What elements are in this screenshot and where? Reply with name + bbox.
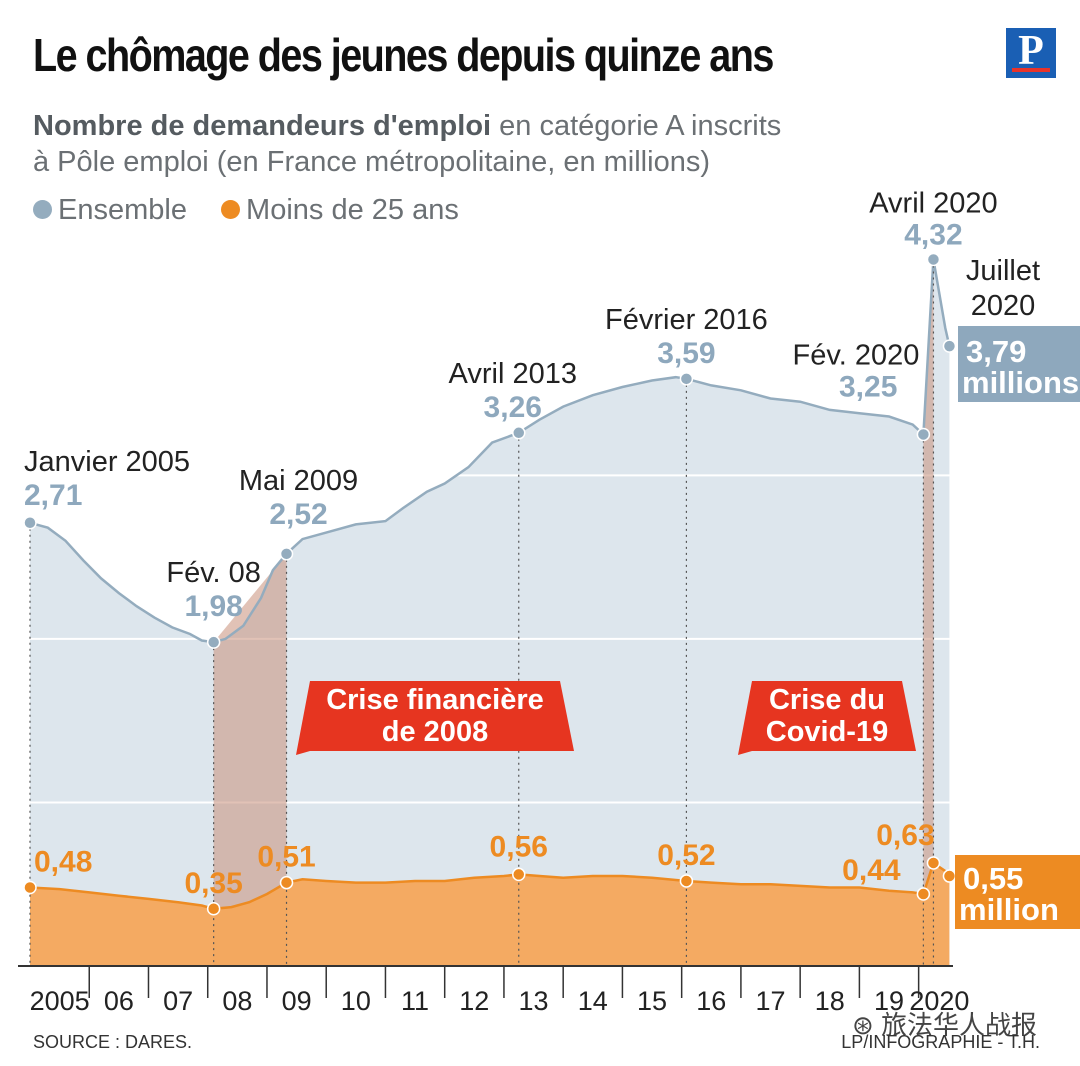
- x-tick-label-18: 18: [815, 986, 845, 1016]
- annotation-value-moins-de-25-ans-0-52: 0,52: [657, 839, 715, 872]
- annotation-label-2020: 2020: [971, 290, 1036, 322]
- subtitle-bold: Nombre de demandeurs d'emploi: [33, 110, 492, 142]
- x-tick-label-17: 17: [756, 986, 786, 1016]
- x-tick-label-14: 14: [578, 986, 608, 1016]
- annotation-label-f-vrier-2016: Février 2016: [605, 304, 768, 336]
- crisis-badge-covid-line-2: Covid-19: [766, 716, 888, 748]
- point-ensemble-2020-08: [916, 427, 931, 442]
- x-tick-label-06: 06: [104, 986, 134, 1016]
- point-moins-de-25-ans-2020-08: [916, 887, 931, 901]
- x-tick-label-2005: 2005: [30, 986, 90, 1016]
- jeunes-area: [30, 863, 950, 966]
- annotation-label-f-v-2020: Fév. 2020: [793, 339, 920, 371]
- annotation-value-moins-de-25-ans-0-44: 0,44: [842, 854, 901, 887]
- crisis-badge-2008-bg: [296, 681, 574, 755]
- point-moins-de-25-ans-2005: [23, 880, 37, 895]
- logo-letter: P: [1018, 28, 1044, 74]
- annotation-value-moins-de-25-ans-0-35: 0,35: [184, 867, 242, 900]
- legend-dot-jeunes: [221, 199, 241, 219]
- point-moins-de-25-ans-2016-08: [679, 874, 694, 888]
- point-ensemble-2016-08: [679, 372, 694, 386]
- annotation-value-ensemble-4-32: 4,32: [904, 218, 962, 251]
- wechat-label: 旅法华人战报: [881, 1010, 1038, 1040]
- subtitle-line-1: Nombre de demandeurs d'emploi en catégor…: [33, 110, 781, 143]
- annotation-label-mai-2009: Mai 2009: [239, 465, 358, 497]
- final-jeunes-value: 0,55: [963, 861, 1023, 896]
- crisis-badge-covid-bg: [738, 681, 916, 755]
- crisis-badge-covid-line-1: Crise du: [769, 684, 885, 716]
- logo-underline: [1012, 68, 1050, 72]
- point-ensemble-2020-52: [942, 339, 957, 353]
- ensemble-line: [29, 259, 951, 644]
- annotation-value-moins-de-25-ans-0-48: 0,48: [34, 845, 92, 878]
- jeunes-line: [29, 861, 951, 911]
- annotation-label-f-v-08: Fév. 08: [166, 557, 261, 589]
- point-ensemble-2009-33: [279, 547, 294, 561]
- le-parisien-logo: P: [1006, 28, 1056, 78]
- x-tick-label-09: 09: [282, 986, 312, 1016]
- legend-item-jeunes: Moins de 25 ans: [221, 194, 459, 226]
- annotation-value-ensemble-3-59: 3,59: [657, 337, 715, 370]
- final-ensemble-unit: millions: [962, 365, 1079, 400]
- annotation-label-avril-2013: Avril 2013: [449, 358, 577, 390]
- legend-item-ensemble: Ensemble: [33, 194, 187, 226]
- annotation-value-ensemble-3-26: 3,26: [484, 391, 542, 424]
- x-tick-label-2020: 2020: [909, 986, 969, 1016]
- crisis-band-1: [213, 553, 287, 966]
- legend-dot-ensemble: [33, 199, 52, 219]
- point-moins-de-25-ans-2008-1: [206, 902, 221, 916]
- point-ensemble-2008-1: [206, 635, 221, 649]
- point-ensemble-2005: [23, 516, 37, 530]
- final-jeunes-unit: million: [959, 892, 1059, 927]
- final-ensemble-box: [958, 326, 1080, 402]
- x-tick-label-19: 19: [874, 986, 904, 1016]
- x-tick-label-08: 08: [222, 986, 252, 1016]
- final-jeunes-box: [955, 855, 1080, 929]
- final-ensemble-value: 3,79: [966, 334, 1026, 369]
- x-tick-label-15: 15: [637, 986, 667, 1016]
- crisis-badge-2008-line-2: de 2008: [382, 716, 488, 748]
- annotation-value-moins-de-25-ans-0-63: 0,63: [876, 819, 934, 852]
- point-moins-de-25-ans-2020-52: [942, 869, 957, 883]
- x-tick-label-11: 11: [401, 986, 429, 1016]
- annotation-value-moins-de-25-ans-0-56: 0,56: [490, 830, 548, 863]
- annotation-value-ensemble-2-71: 2,71: [24, 479, 82, 512]
- annotation-value-moins-de-25-ans-0-51: 0,51: [257, 841, 315, 874]
- source-note: SOURCE : DARES.: [33, 1032, 193, 1052]
- x-tick-label-10: 10: [341, 986, 371, 1016]
- credit-note: LP/INFOGRAPHIE - T.H.: [841, 1032, 1040, 1052]
- x-tick-label-13: 13: [519, 986, 549, 1016]
- legend-label-jeunes: Moins de 25 ans: [246, 194, 459, 226]
- point-moins-de-25-ans-2020-25: [926, 856, 941, 870]
- point-ensemble-2020-25: [926, 252, 941, 267]
- annotation-label-juillet: Juillet: [966, 255, 1040, 287]
- subtitle-line-2: à Pôle emploi (en France métropolitaine,…: [33, 146, 710, 178]
- legend-label-ensemble: Ensemble: [58, 194, 187, 226]
- point-moins-de-25-ans-2009-33: [279, 875, 294, 890]
- legend: Ensemble Moins de 25 ans: [33, 194, 485, 227]
- wechat-watermark: ⊛ 旅法华人战报: [852, 1010, 1038, 1040]
- annotation-value-ensemble-2-52: 2,52: [269, 498, 327, 531]
- x-tick-label-16: 16: [696, 986, 726, 1016]
- subtitle-rest: en catégorie A inscrits: [491, 110, 782, 142]
- annotation-value-ensemble-3-25: 3,25: [839, 370, 897, 403]
- x-tick-label-12: 12: [459, 986, 489, 1016]
- annotation-label-janvier-2005: Janvier 2005: [24, 446, 190, 478]
- annotation-label-avril-2020: Avril 2020: [869, 187, 997, 219]
- crisis-badge-2008-line-1: Crise financière: [326, 684, 544, 716]
- annotation-value-ensemble-1-98: 1,98: [184, 590, 242, 623]
- x-tick-label-07: 07: [163, 986, 193, 1016]
- point-moins-de-25-ans-2013-25: [512, 867, 526, 882]
- point-ensemble-2013-25: [512, 426, 526, 440]
- chart-title: Le chômage des jeunes depuis quinze ans: [33, 29, 774, 81]
